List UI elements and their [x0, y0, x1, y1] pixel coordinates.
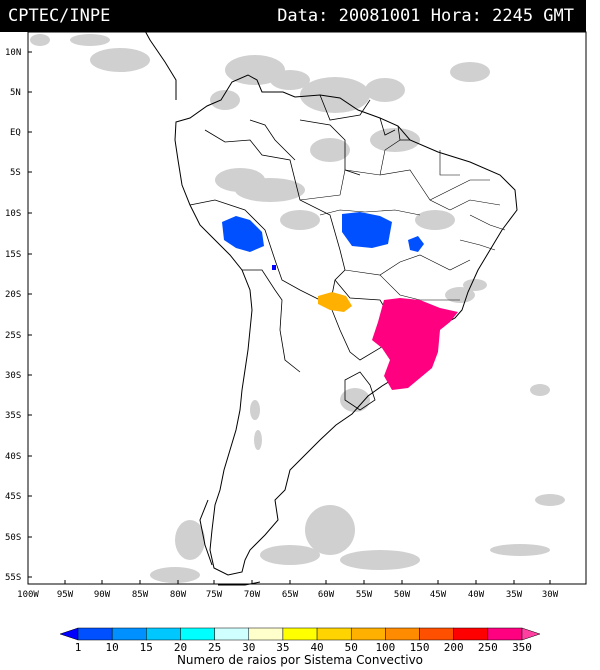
colorbar-tick-label: 350	[512, 641, 532, 654]
source-label: CPTEC/INPE	[8, 6, 111, 26]
lon-label: 55W	[356, 590, 373, 600]
colorbar	[59, 627, 541, 641]
lat-ticks	[28, 51, 32, 578]
coastlines	[137, 17, 518, 586]
colorbar-title: Numero de raios por Sistema Convectivo	[176, 653, 424, 667]
colorbar-tick-label: 35	[276, 641, 289, 654]
lat-label: 55S	[5, 573, 21, 583]
lon-label: 70W	[244, 590, 261, 600]
lat-label: EQ	[10, 128, 21, 138]
sys-small-bolivia	[272, 265, 276, 270]
lon-label: 80W	[170, 590, 187, 600]
sys-mato-grosso	[342, 212, 392, 248]
lat-label: 35S	[5, 411, 21, 421]
colorbar-tick-label: 40	[310, 641, 323, 654]
colorbar-ticks: 1 10 15 20 25 30 35 40 50 100 150 200 250 350	[75, 641, 532, 654]
colorbar-segment	[180, 627, 215, 641]
map-frame	[27, 31, 587, 585]
lat-label: 30S	[5, 371, 21, 381]
colorbar-tick-label: 100	[375, 641, 395, 654]
lat-label: 25S	[5, 331, 21, 341]
lat-label: 45S	[5, 492, 21, 502]
colorbar-segment	[282, 627, 318, 641]
colorbar-segment	[350, 627, 386, 641]
lon-label: 45W	[430, 590, 447, 600]
lat-label: 5N	[10, 88, 21, 98]
map-header: CPTEC/INPE Data: 20081001 Hora: 2245 GMT	[0, 0, 586, 32]
colorbar-segment	[316, 627, 352, 641]
colorbar-tick-label: 15	[140, 641, 153, 654]
colorbar-tick-label: 10	[106, 641, 119, 654]
colorbar-tick-label: 1	[75, 641, 82, 654]
lon-labels: 100W 95W 90W 85W 80W 75W 70W 65W 60W 55W…	[17, 590, 559, 600]
colorbar-arrow-low	[59, 627, 79, 641]
lon-label: 100W	[17, 590, 39, 600]
colorbar-tick-label: 25	[208, 641, 221, 654]
colorbar-tick-label: 250	[478, 641, 498, 654]
cloud-patches	[30, 34, 565, 583]
colorbar-segment	[214, 627, 250, 641]
lon-label: 60W	[318, 590, 335, 600]
lon-label: 95W	[57, 590, 74, 600]
lat-label: 20S	[5, 290, 21, 300]
lon-label: 65W	[282, 590, 299, 600]
datetime-label: Data: 20081001 Hora: 2245 GMT	[277, 6, 574, 26]
colorbar-tick-label: 200	[444, 641, 464, 654]
colorbar-segment	[385, 627, 420, 641]
colorbar-tick-label: 30	[242, 641, 255, 654]
lon-ticks	[64, 580, 551, 584]
lat-label: 15S	[5, 250, 21, 260]
colorbar-segment	[453, 627, 489, 641]
lon-label: 50W	[394, 590, 411, 600]
colorbar-segment	[77, 627, 113, 641]
colorbar-tick-label: 50	[345, 641, 358, 654]
lat-labels: 10N 5N EQ 5S 10S 15S 20S 25S 30S 35S 40S…	[5, 48, 21, 583]
lat-label: 40S	[5, 452, 21, 462]
lon-label: 90W	[94, 590, 111, 600]
colorbar-arrow-high	[521, 627, 541, 641]
sys-south-brazil	[372, 298, 458, 390]
lat-label: 10S	[5, 209, 21, 219]
lat-label: 10N	[5, 48, 21, 58]
convective-systems	[222, 212, 458, 390]
lon-label: 85W	[132, 590, 149, 600]
lat-label: 50S	[5, 533, 21, 543]
lon-label: 75W	[206, 590, 223, 600]
colorbar-segment	[419, 627, 454, 641]
colorbar-segment	[146, 627, 181, 641]
lon-label: 30W	[542, 590, 559, 600]
lon-label: 35W	[506, 590, 523, 600]
colorbar-tick-label: 20	[174, 641, 187, 654]
sys-peru-bolivia	[222, 216, 264, 252]
lon-label: 40W	[468, 590, 485, 600]
colorbar-segment	[248, 627, 284, 641]
sys-paraguay	[318, 292, 352, 312]
sys-goias	[408, 236, 424, 252]
colorbar-segment	[487, 627, 523, 641]
colorbar-tick-label: 150	[410, 641, 430, 654]
colorbar-segment	[111, 627, 147, 641]
lat-label: 5S	[10, 168, 21, 178]
